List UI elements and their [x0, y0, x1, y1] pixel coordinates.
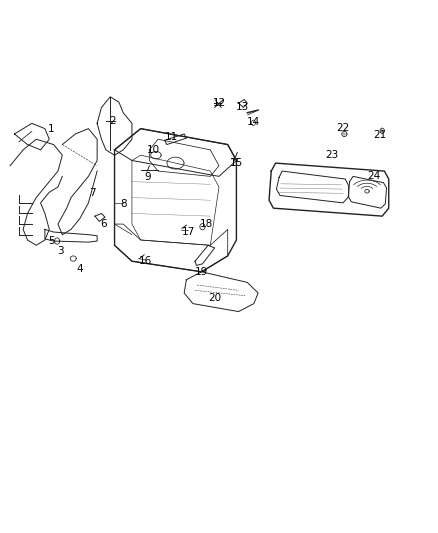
Text: 2: 2	[109, 116, 116, 126]
Text: 20: 20	[208, 293, 221, 303]
Text: 14: 14	[247, 117, 261, 127]
Text: 22: 22	[336, 123, 350, 133]
Text: 8: 8	[120, 199, 127, 209]
Text: 9: 9	[144, 172, 151, 182]
Text: 24: 24	[367, 172, 380, 181]
Text: 15: 15	[230, 158, 243, 168]
Text: 21: 21	[374, 130, 387, 140]
Text: 4: 4	[76, 264, 83, 274]
Text: 19: 19	[195, 267, 208, 277]
Text: 16: 16	[138, 256, 152, 266]
Text: 3: 3	[57, 246, 64, 256]
Text: 23: 23	[325, 150, 339, 160]
Text: 6: 6	[100, 219, 107, 229]
Text: 1: 1	[48, 124, 55, 134]
Text: 18: 18	[199, 219, 212, 229]
Text: 17: 17	[182, 227, 195, 237]
Text: 13: 13	[237, 102, 250, 112]
Text: 5: 5	[48, 236, 55, 246]
Text: 12: 12	[212, 98, 226, 108]
Text: 11: 11	[165, 132, 178, 142]
Text: 7: 7	[89, 188, 96, 198]
Text: 10: 10	[147, 145, 160, 155]
